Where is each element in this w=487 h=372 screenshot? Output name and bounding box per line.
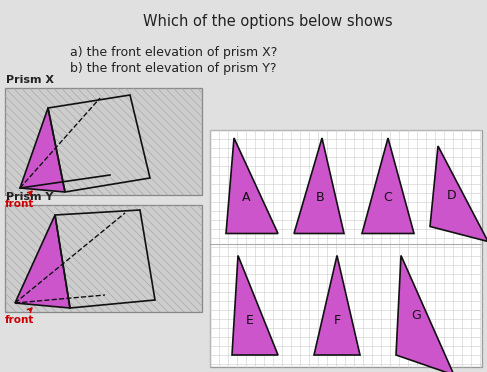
Text: F: F: [334, 314, 340, 327]
Text: D: D: [447, 189, 457, 202]
Text: C: C: [384, 191, 393, 204]
Text: front: front: [5, 308, 35, 325]
Polygon shape: [430, 146, 487, 241]
Polygon shape: [314, 256, 360, 355]
Text: B: B: [316, 191, 324, 204]
Bar: [5, 88, 202, 195]
Text: a) the front elevation of prism X?: a) the front elevation of prism X?: [70, 46, 278, 59]
Polygon shape: [294, 138, 344, 234]
Text: Prism Y: Prism Y: [6, 192, 54, 202]
Polygon shape: [226, 138, 278, 234]
Text: Which of the options below shows: Which of the options below shows: [143, 14, 393, 29]
Text: b) the front elevation of prism Y?: b) the front elevation of prism Y?: [70, 62, 277, 75]
Bar: [210, 130, 482, 367]
Text: Prism X: Prism X: [6, 75, 54, 85]
Text: G: G: [411, 309, 421, 322]
Bar: [5, 205, 202, 312]
Polygon shape: [362, 138, 414, 234]
Text: front: front: [5, 191, 35, 209]
Text: A: A: [242, 191, 250, 204]
Polygon shape: [232, 256, 278, 355]
Polygon shape: [20, 108, 65, 192]
Text: E: E: [246, 314, 254, 327]
Polygon shape: [15, 215, 70, 308]
Polygon shape: [396, 256, 454, 372]
